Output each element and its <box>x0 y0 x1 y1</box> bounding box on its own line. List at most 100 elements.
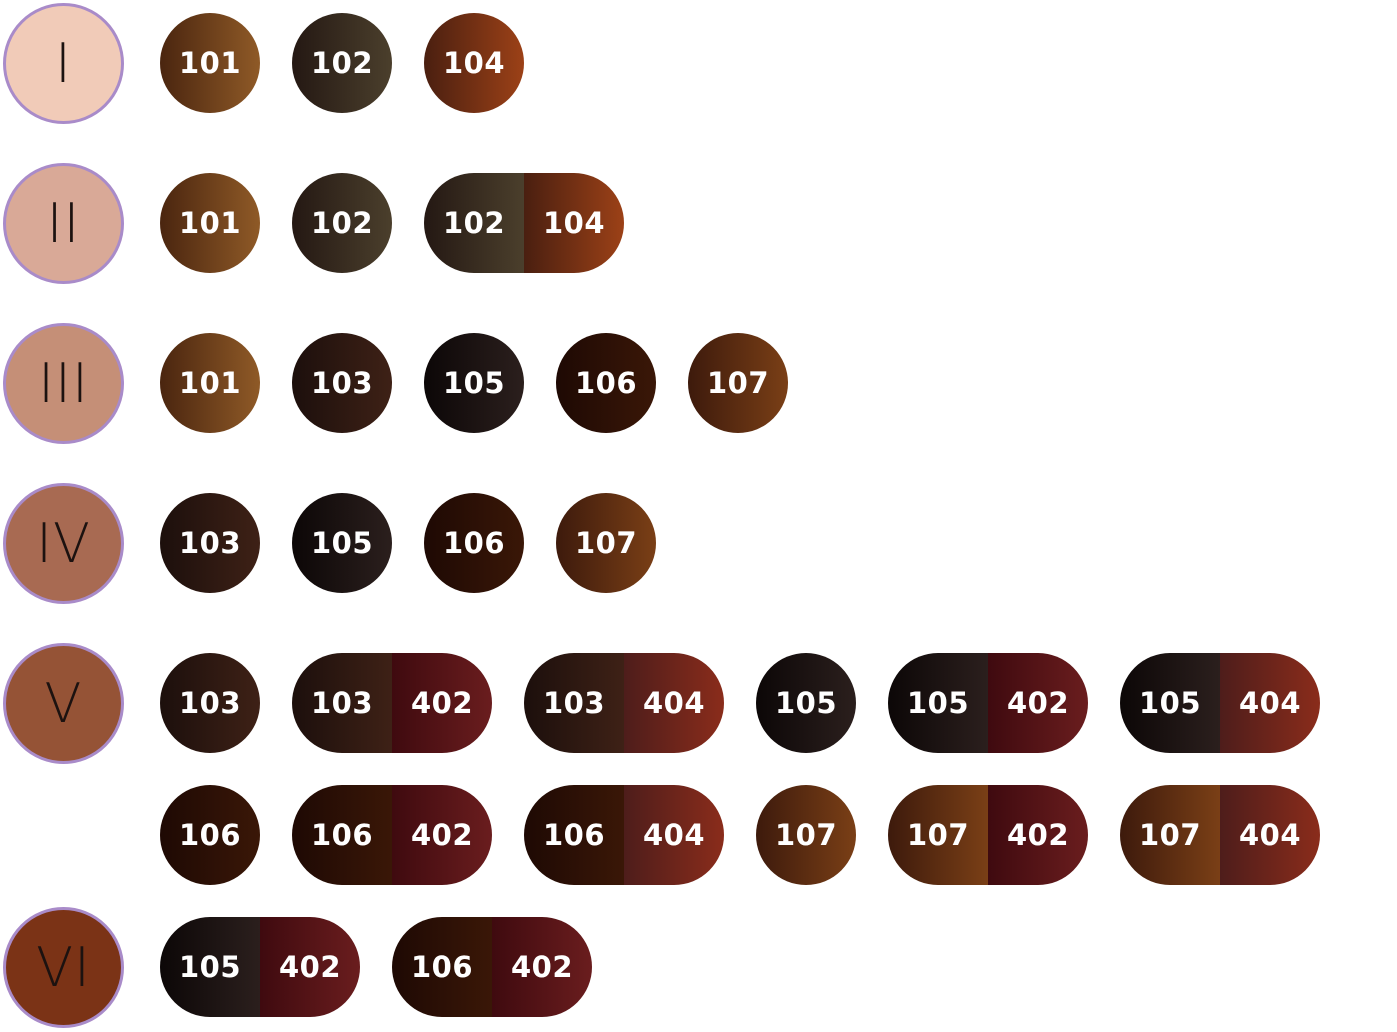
shade-code: 106 <box>574 366 638 400</box>
shade-chip: 107 <box>556 493 656 593</box>
shade-swatch-106: 106 <box>556 333 656 433</box>
phototype-III: III <box>3 323 124 444</box>
shade-swatch-105: 105 <box>160 917 260 1017</box>
shade-pill: 103 404 <box>524 653 724 753</box>
shade-code: 106 <box>310 818 374 852</box>
shade-swatch-107: 107 <box>1120 785 1220 885</box>
shade-code: 107 <box>1138 818 1202 852</box>
shade-swatch-103: 103 <box>160 653 260 753</box>
shade-code: 404 <box>1238 686 1302 720</box>
shade-code: 404 <box>1238 818 1302 852</box>
shade-code: 402 <box>410 686 474 720</box>
shade-code: 105 <box>906 686 970 720</box>
shade-code: 402 <box>1006 686 1070 720</box>
shade-chip: 105 <box>292 493 392 593</box>
shade-code: 402 <box>1006 818 1070 852</box>
shade-code: 105 <box>178 950 242 984</box>
shade-swatch-107: 107 <box>888 785 988 885</box>
shade-code: 107 <box>706 366 770 400</box>
shade-swatch-402: 402 <box>392 653 492 753</box>
shade-swatch-402: 402 <box>392 785 492 885</box>
phototype-IV: IV <box>3 483 124 604</box>
shade-swatch-402: 402 <box>988 653 1088 753</box>
shade-code: 103 <box>178 686 242 720</box>
shade-pill: 105 402 <box>888 653 1088 753</box>
shade-swatch-101: 101 <box>160 13 260 113</box>
shade-swatch-104: 104 <box>424 13 524 113</box>
shade-chip: 106 <box>556 333 656 433</box>
shade-chip: 103 <box>160 653 260 753</box>
shade-swatch-105: 105 <box>292 493 392 593</box>
shade-chip: 104 <box>424 13 524 113</box>
shade-code: 101 <box>178 206 242 240</box>
shade-swatch-402: 402 <box>260 917 360 1017</box>
shade-code: 402 <box>278 950 342 984</box>
shade-pill: 106 402 <box>292 785 492 885</box>
shade-code: 101 <box>178 366 242 400</box>
shade-pill: 106 402 <box>392 917 592 1017</box>
shade-code: 103 <box>178 526 242 560</box>
shade-code: 105 <box>774 686 838 720</box>
shade-swatch-106: 106 <box>424 493 524 593</box>
shade-code: 402 <box>510 950 574 984</box>
shade-chip: 101 <box>160 13 260 113</box>
shade-code: 105 <box>1138 686 1202 720</box>
shade-code: 103 <box>310 366 374 400</box>
shade-swatch-102: 102 <box>292 13 392 113</box>
shade-chip: 101 <box>160 173 260 273</box>
shade-swatch-103: 103 <box>292 333 392 433</box>
shade-code: 107 <box>774 818 838 852</box>
shade-chip: 105 <box>424 333 524 433</box>
shade-code: 106 <box>442 526 506 560</box>
shade-code: 102 <box>310 206 374 240</box>
shade-swatch-106: 106 <box>292 785 392 885</box>
phototype-V: V <box>3 643 124 764</box>
shade-code: 101 <box>178 46 242 80</box>
shade-chip: 107 <box>688 333 788 433</box>
shade-pill: 107 402 <box>888 785 1088 885</box>
shade-pill: 105 404 <box>1120 653 1320 753</box>
shade-code: 104 <box>442 46 506 80</box>
shade-swatch-106: 106 <box>160 785 260 885</box>
shade-swatch-404: 404 <box>1220 785 1320 885</box>
shade-swatch-107: 107 <box>756 785 856 885</box>
shade-code: 106 <box>542 818 606 852</box>
shade-swatch-402: 402 <box>492 917 592 1017</box>
shade-code: 103 <box>542 686 606 720</box>
shade-swatch-103: 103 <box>524 653 624 753</box>
phototype-label: I <box>55 31 72 95</box>
shade-chip: 103 <box>160 493 260 593</box>
shade-swatch-101: 101 <box>160 333 260 433</box>
shade-code: 107 <box>574 526 638 560</box>
phototype-label: II <box>46 191 81 255</box>
shade-chip: 102 <box>292 173 392 273</box>
shade-swatch-102: 102 <box>292 173 392 273</box>
shade-pill: 102 104 <box>424 173 624 273</box>
shade-swatch-105: 105 <box>888 653 988 753</box>
phototype-label: VI <box>36 935 91 999</box>
shade-swatch-402: 402 <box>988 785 1088 885</box>
shade-swatch-104: 104 <box>524 173 624 273</box>
shade-chip: 106 <box>160 785 260 885</box>
shade-chip: 107 <box>756 785 856 885</box>
shade-chip: 102 <box>292 13 392 113</box>
shade-chip: 101 <box>160 333 260 433</box>
shade-chip: 106 <box>424 493 524 593</box>
shade-code: 105 <box>310 526 374 560</box>
shade-swatch-106: 106 <box>524 785 624 885</box>
phototype-label: III <box>38 351 89 415</box>
shade-code: 402 <box>410 818 474 852</box>
shade-swatch-107: 107 <box>556 493 656 593</box>
shade-pill: 107 404 <box>1120 785 1320 885</box>
shade-code: 104 <box>542 206 606 240</box>
shade-swatch-101: 101 <box>160 173 260 273</box>
shade-swatch-404: 404 <box>624 653 724 753</box>
shade-code: 105 <box>442 366 506 400</box>
shade-code: 106 <box>410 950 474 984</box>
shade-swatch-404: 404 <box>1220 653 1320 753</box>
shade-swatch-105: 105 <box>1120 653 1220 753</box>
shade-swatch-107: 107 <box>688 333 788 433</box>
shade-chip: 105 <box>756 653 856 753</box>
shade-pill: 106 404 <box>524 785 724 885</box>
shade-swatch-105: 105 <box>424 333 524 433</box>
